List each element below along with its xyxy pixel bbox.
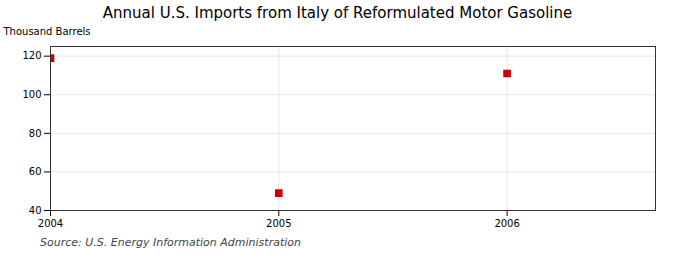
- svg-text:2006: 2006: [494, 218, 519, 229]
- svg-text:100: 100: [22, 89, 41, 100]
- html-text:Source: U.S. Energy Informatio: Source: U.S. Energy Information Administ…: [40, 236, 301, 249]
- svg-text:40: 40: [29, 205, 42, 216]
- html-text:Annual U.S. Imports from Italy: Annual U.S. Imports from Italy of Reform…: [102, 4, 573, 22]
- svg-text:60: 60: [29, 166, 42, 177]
- svg-text:Thousand Barrels: Thousand Barrels: [3, 26, 91, 37]
- svg-text:2004: 2004: [38, 218, 63, 229]
- svg-text:80: 80: [29, 128, 42, 139]
- svg-text:120: 120: [22, 50, 41, 61]
- svg-text:2005: 2005: [266, 218, 291, 229]
